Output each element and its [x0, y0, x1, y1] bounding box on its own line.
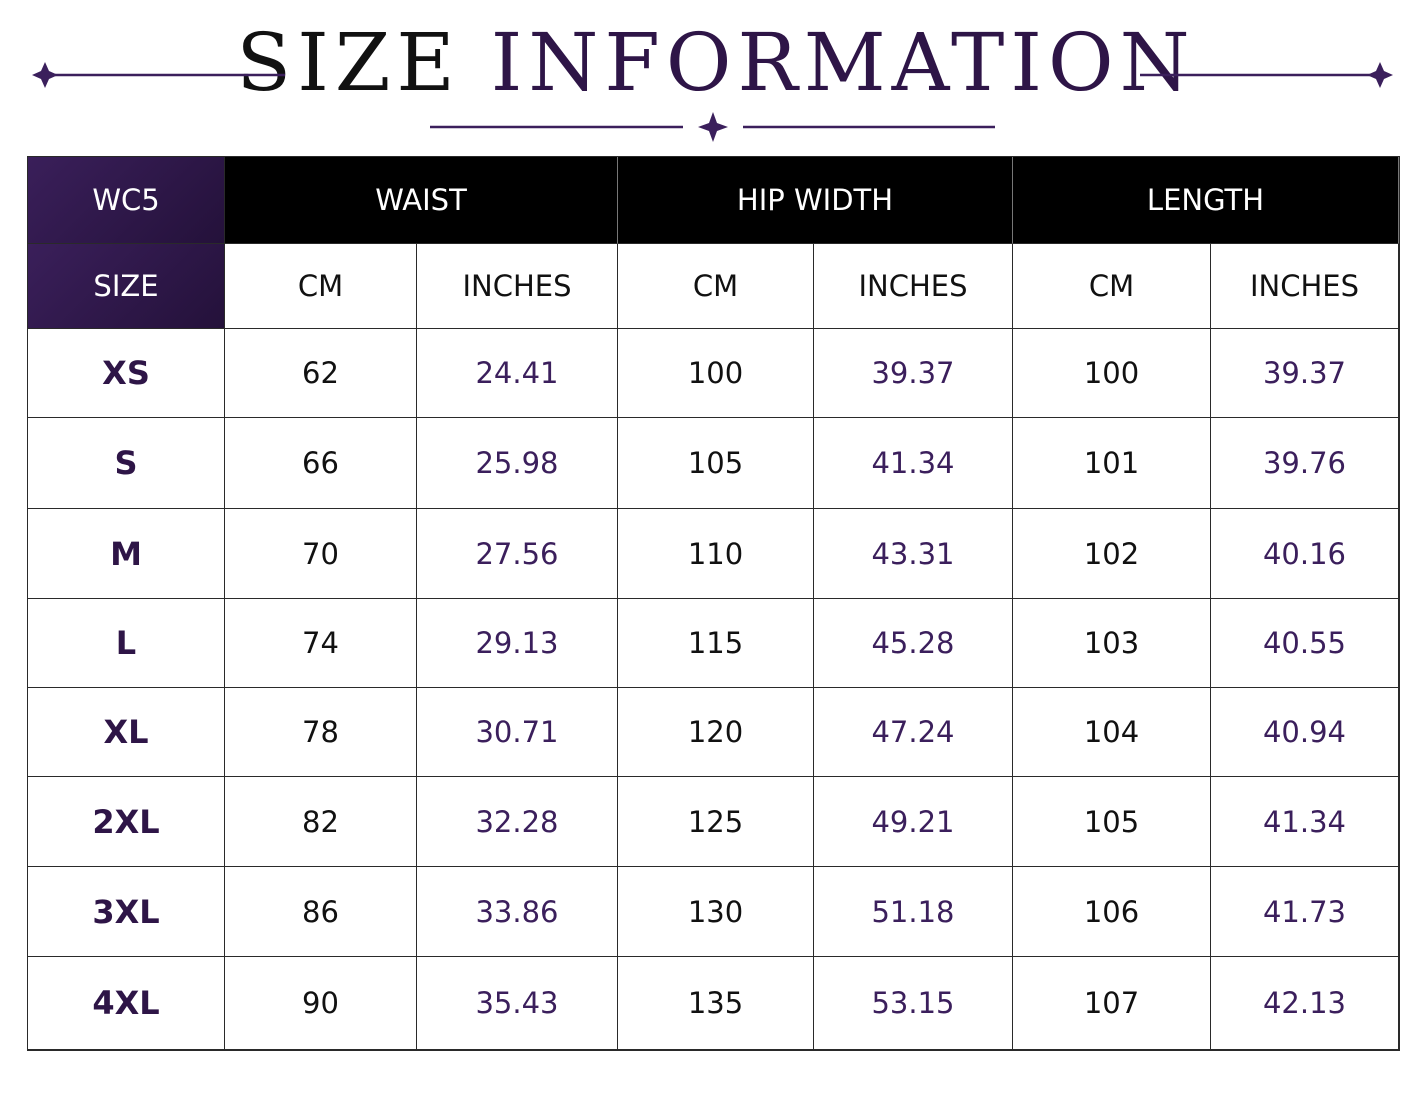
value-cell: 40.94 [1211, 688, 1399, 777]
value-cell: 125 [618, 777, 814, 867]
size-cell: M [28, 509, 225, 599]
size-cell: XL [28, 688, 225, 777]
value-cell: 135 [618, 957, 814, 1050]
value-cell: 51.18 [814, 867, 1013, 957]
size-cell: 3XL [28, 867, 225, 957]
value-cell: 70 [225, 509, 417, 599]
group-header: WAIST [225, 157, 618, 244]
value-cell: 104 [1013, 688, 1211, 777]
value-cell: 32.28 [417, 777, 618, 867]
value-cell: 47.24 [814, 688, 1013, 777]
value-cell: 78 [225, 688, 417, 777]
unit-header: INCHES [814, 244, 1013, 329]
value-cell: 39.76 [1211, 418, 1399, 509]
value-cell: 90 [225, 957, 417, 1050]
value-cell: 62 [225, 329, 417, 418]
value-cell: 24.41 [417, 329, 618, 418]
value-cell: 82 [225, 777, 417, 867]
title-part: INFORMATION [491, 16, 1196, 109]
unit-header: INCHES [417, 244, 618, 329]
group-header: LENGTH [1013, 157, 1399, 244]
unit-header: INCHES [1211, 244, 1399, 329]
value-cell: 105 [1013, 777, 1211, 867]
value-cell: 100 [618, 329, 814, 418]
value-cell: 101 [1013, 418, 1211, 509]
value-cell: 25.98 [417, 418, 618, 509]
value-cell: 40.55 [1211, 599, 1399, 688]
size-header: SIZE [28, 244, 225, 329]
decor-lines [55, 73, 1375, 129]
value-cell: 53.15 [814, 957, 1013, 1050]
value-cell: 120 [618, 688, 814, 777]
value-cell: 33.86 [417, 867, 618, 957]
value-cell: 103 [1013, 599, 1211, 688]
group-header: HIP WIDTH [618, 157, 1013, 244]
value-cell: 110 [618, 509, 814, 599]
value-cell: 27.56 [417, 509, 618, 599]
value-cell: 39.37 [814, 329, 1013, 418]
decor-stars [32, 62, 1393, 142]
size-cell: 4XL [28, 957, 225, 1050]
value-cell: 74 [225, 599, 417, 688]
value-cell: 100 [1013, 329, 1211, 418]
value-cell: 41.73 [1211, 867, 1399, 957]
value-cell: 130 [618, 867, 814, 957]
value-cell: 29.13 [417, 599, 618, 688]
title-banner: SIZE INFORMATION [32, 16, 1393, 142]
value-cell: 49.21 [814, 777, 1013, 867]
size-cell: XS [28, 329, 225, 418]
unit-header: CM [1013, 244, 1211, 329]
unit-header: CM [225, 244, 417, 329]
size-cell: 2XL [28, 777, 225, 867]
value-cell: 39.37 [1211, 329, 1399, 418]
size-cell: L [28, 599, 225, 688]
title: SIZE INFORMATION [236, 16, 1195, 109]
model-header: WC5 [28, 157, 225, 244]
value-cell: 102 [1013, 509, 1211, 599]
value-cell: 42.13 [1211, 957, 1399, 1050]
value-cell: 35.43 [417, 957, 618, 1050]
value-cell: 45.28 [814, 599, 1013, 688]
value-cell: 41.34 [1211, 777, 1399, 867]
title-part: SIZE [236, 16, 460, 109]
value-cell: 106 [1013, 867, 1211, 957]
value-cell: 30.71 [417, 688, 618, 777]
value-cell: 40.16 [1211, 509, 1399, 599]
value-cell: 115 [618, 599, 814, 688]
value-cell: 105 [618, 418, 814, 509]
value-cell: 43.31 [814, 509, 1013, 599]
value-cell: 107 [1013, 957, 1211, 1050]
size-cell: S [28, 418, 225, 509]
value-cell: 86 [225, 867, 417, 957]
value-cell: 66 [225, 418, 417, 509]
unit-header: CM [618, 244, 814, 329]
value-cell: 41.34 [814, 418, 1013, 509]
